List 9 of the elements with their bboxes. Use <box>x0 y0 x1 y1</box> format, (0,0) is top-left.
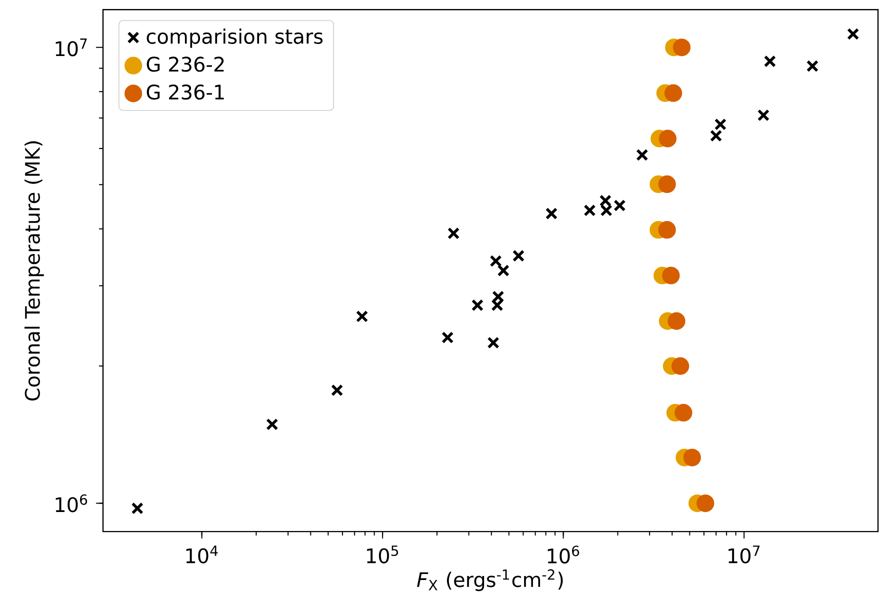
x-tick-label: 10$^{4}$ <box>186 546 218 564</box>
x-tick-label: 10$^{6}$ <box>548 546 580 564</box>
legend-label: G 236-2 <box>146 56 224 72</box>
y-axis-title: Coronal Temperature (MK) <box>24 141 44 401</box>
legend-label: G 236-1 <box>146 84 224 100</box>
x-axis-title: F$_{X}$ (ergs$^{-1}$cm$^{-2}$) <box>417 569 563 592</box>
legend-label: comparision stars <box>146 28 323 48</box>
x-tick-label: 10$^{7}$ <box>728 546 760 564</box>
x-tick-label: 10$^{5}$ <box>367 546 398 564</box>
